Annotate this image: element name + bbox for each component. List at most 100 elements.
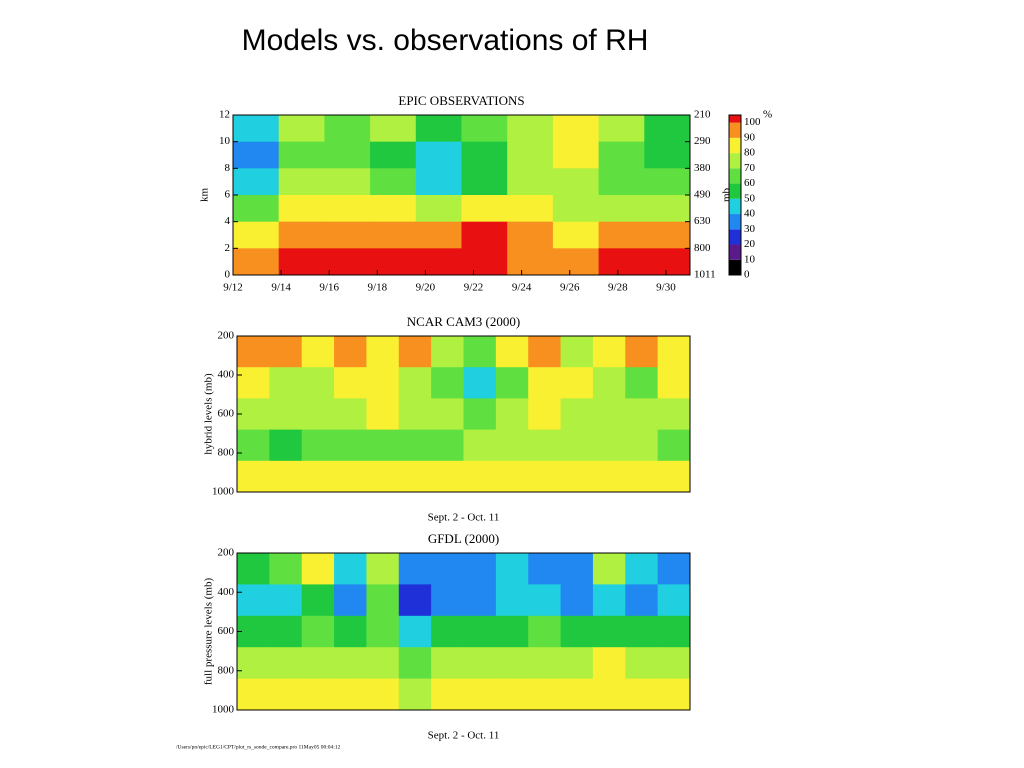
colorbar-swatch [729,122,741,138]
x-tick-label: 9/26 [560,282,580,294]
heat-cell [398,584,432,617]
heat-cell [398,429,432,462]
y-tick-label: 800 [218,664,235,676]
heat-cell [507,195,554,223]
heat-cell [463,460,497,493]
heat-cell [592,367,626,399]
heat-cell [415,248,462,276]
heat-cell [269,678,303,711]
heat-cell [334,398,367,431]
heat-cell [398,553,432,585]
heat-cell [552,248,600,276]
heat-cell [301,460,335,493]
heat-cell [237,429,270,462]
heat-cell [463,553,497,585]
heat-cell [495,398,529,431]
colorbar-swatch [729,244,741,260]
heat-cell [334,460,367,493]
y-tick-label: 0 [225,269,231,281]
heat-cell [324,168,371,196]
heat-cell [625,615,659,648]
heat-cell [598,115,645,143]
heat-cell [495,584,529,617]
heat-cell [237,460,270,493]
heat-cell [644,221,691,249]
heat-cell [560,429,594,462]
colorbar-unit: % [763,109,772,121]
x-tick-label: 9/28 [608,282,628,294]
heat-cell [552,195,600,223]
heat-cell [324,141,371,169]
heat-cell [237,336,270,368]
heat-cell [657,615,691,648]
colorbar-swatch [729,153,741,169]
heat-cell [431,398,464,431]
heat-cell [528,584,562,617]
heat-cell [237,367,270,399]
heat-cell [625,460,659,493]
heat-cell [269,367,303,399]
heat-cell [237,553,270,585]
heat-cell [644,115,691,143]
heat-cell [495,615,529,648]
heat-cell [301,553,335,585]
heat-cell [625,553,659,585]
y-tick-label: 1000 [212,704,235,716]
y2-tick-label: 380 [694,162,711,174]
heat-cell [657,367,691,399]
y-tick-label: 8 [225,162,231,174]
heat-cell [301,678,335,711]
heat-cell [528,647,562,680]
heat-cell [461,168,508,196]
heat-cell [644,248,691,276]
heat-cell [625,584,659,617]
heat-cell [592,460,626,493]
heat-cell [598,141,645,169]
heat-cell [461,115,508,143]
heat-cell [463,615,497,648]
heat-cell [560,367,594,399]
heat-cell [334,615,367,648]
heat-cell [495,367,529,399]
heat-cell [324,248,371,276]
heat-cell [592,678,626,711]
x-tick-label: 9/24 [512,282,532,294]
heat-cell [507,168,554,196]
heat-cell [507,115,554,143]
heat-cell [278,195,325,223]
heat-cell [528,398,562,431]
heat-cell [625,429,659,462]
x-axis-label: Sept. 2 - Oct. 11 [428,730,500,742]
heat-cell [370,195,417,223]
heat-cell [269,615,303,648]
heat-cell [560,553,594,585]
heat-cell [625,398,659,431]
heat-cell [592,553,626,585]
heat-cell [431,460,464,493]
heat-cell [431,678,464,711]
heat-cell [366,367,400,399]
heat-cell [366,615,400,648]
x-tick-label: 9/16 [319,282,339,294]
y2-tick-label: 1011 [694,269,716,281]
heat-cell [463,584,497,617]
heat-cell [334,584,367,617]
heat-cell [269,553,303,585]
heat-cell [301,336,335,368]
heat-cell [398,336,432,368]
heat-cell [366,678,400,711]
heat-cell [233,168,280,196]
heat-cell [560,615,594,648]
colorbar-tick-label: 90 [744,131,756,143]
heat-cell [560,678,594,711]
heat-cell [552,115,600,143]
heat-cell [301,615,335,648]
y-tick-label: 200 [218,547,235,559]
heat-cell [644,168,691,196]
heat-cell [592,615,626,648]
panel-title: NCAR CAM3 (2000) [407,314,520,329]
heat-cell [398,367,432,399]
heat-cell [592,398,626,431]
heat-cell [463,647,497,680]
